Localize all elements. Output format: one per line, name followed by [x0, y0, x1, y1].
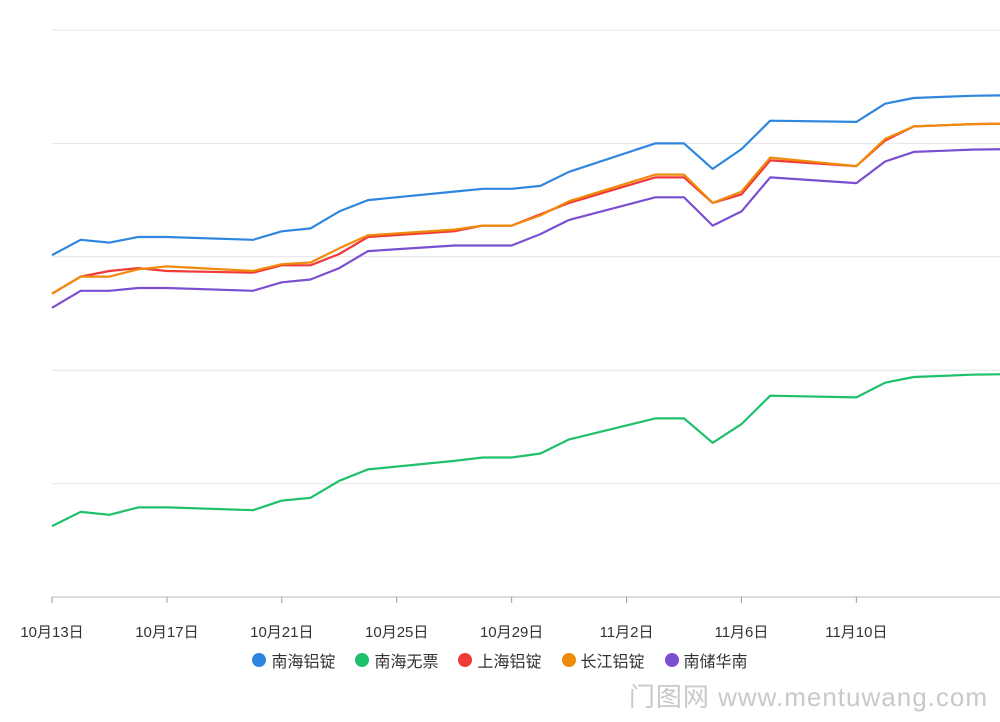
series-line-1: [52, 369, 1000, 526]
legend: 南海铝锭 南海无票 上海铝锭 长江铝锭 南储华南: [0, 648, 1000, 672]
legend-label: 上海铝锭: [477, 648, 541, 672]
legend-dot-icon: [562, 653, 576, 667]
series-line-0: [52, 90, 1000, 255]
legend-dot-icon: [252, 653, 266, 667]
series-line-4: [52, 144, 1000, 308]
legend-label: 南海无票: [374, 648, 438, 672]
x-tick-label: 11月2日: [600, 624, 654, 640]
x-tick-label: 10月25日: [365, 624, 428, 640]
legend-item-nanhai-ingot[interactable]: 南海铝锭: [252, 648, 335, 672]
legend-dot-icon: [665, 653, 679, 667]
x-tick-label: 10月13日: [20, 624, 83, 640]
line-chart: 10月13日 10月17日 10月21日 10月25日 10月29日 11月2日 11月6日…: [0, 0, 1000, 640]
x-tick-label: 10月21日: [250, 624, 313, 640]
legend-dot-icon: [355, 653, 369, 667]
legend-label: 南储华南: [684, 648, 748, 672]
legend-item-nanchu-huanan[interactable]: 南储华南: [665, 648, 748, 672]
legend-item-changjiang-ingot[interactable]: 长江铝锭: [562, 648, 645, 672]
legend-dot-icon: [458, 653, 472, 667]
x-tick-label: 10月29日: [480, 624, 543, 640]
legend-label: 长江铝锭: [581, 648, 645, 672]
legend-label: 南海铝锭: [271, 648, 335, 672]
x-tick-label: 10月17日: [135, 624, 198, 640]
legend-item-nanhai-noinvoice[interactable]: 南海无票: [355, 648, 438, 672]
x-tick-label: 11月10日: [825, 624, 887, 640]
series-line-3: [52, 119, 1000, 294]
footer-watermark: 门图网 www.mentuwang.com: [629, 677, 988, 714]
legend-item-shanghai-ingot[interactable]: 上海铝锭: [458, 648, 541, 672]
x-tick-label: 11月6日: [714, 624, 768, 640]
